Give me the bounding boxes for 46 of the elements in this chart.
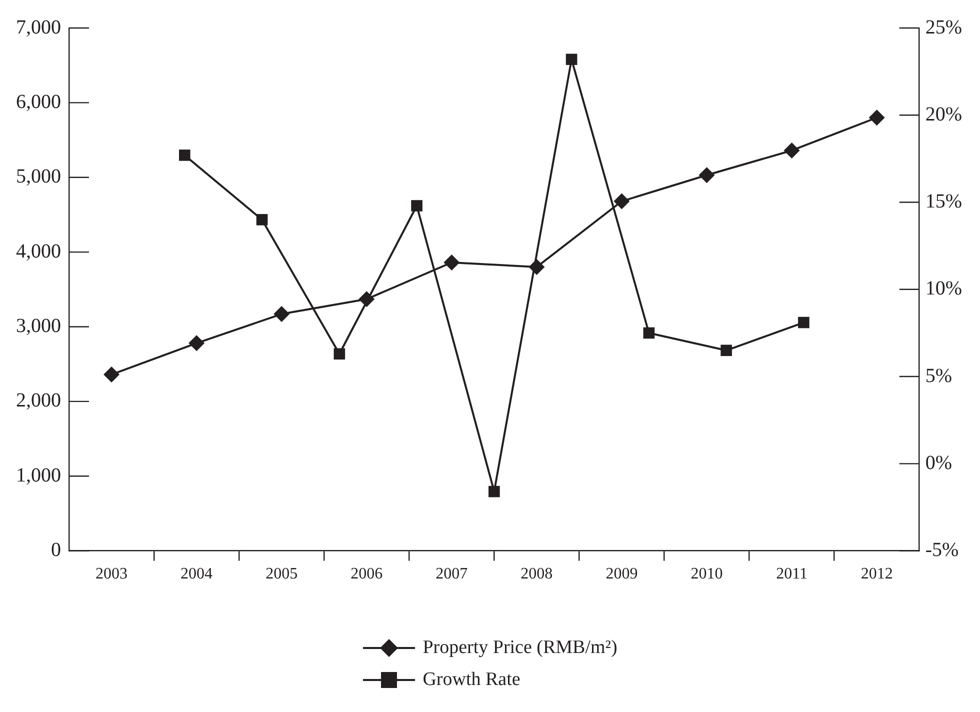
point	[528, 258, 545, 275]
point	[334, 348, 346, 360]
point	[104, 366, 120, 383]
x-tick-label: 2009	[606, 566, 638, 583]
point	[698, 167, 715, 184]
y-tick-label: 2,000	[16, 390, 61, 412]
point	[411, 200, 422, 212]
point	[566, 54, 578, 66]
x-tick-label: 2004	[180, 566, 213, 583]
x-tick-label: 2007	[436, 566, 468, 583]
y-tick-label: 7,000	[16, 16, 61, 38]
x-tick-label: 2003	[96, 566, 128, 583]
x-tick-label: 2011	[776, 566, 808, 583]
y-tick-label: 4,000	[16, 240, 61, 262]
point	[868, 110, 885, 126]
y2-tick-label: 10%	[925, 278, 962, 300]
point	[358, 291, 375, 308]
y-tick-label: 5,000	[16, 166, 61, 188]
point	[188, 335, 205, 352]
y2-tick-label: 15%	[925, 190, 962, 213]
y2-tick-label: 25%	[925, 16, 962, 38]
point	[720, 344, 732, 356]
y2-tick-label: -5%	[925, 539, 959, 562]
point	[488, 486, 500, 498]
point	[444, 254, 460, 271]
point	[643, 327, 655, 339]
y-tick-label: 0	[51, 539, 61, 562]
x-tick-label: 2005	[266, 566, 298, 583]
y-tick-label: 6,000	[16, 90, 61, 113]
point	[256, 214, 268, 226]
x-tick-label: 2008	[520, 566, 553, 583]
y-tick-label: 3,000	[16, 314, 61, 337]
point	[614, 193, 630, 210]
x-tick-label: 2006	[350, 566, 383, 583]
x-tick-label: 2012	[860, 566, 893, 583]
y-tick-label: 1,000	[16, 464, 61, 486]
legend-label: Growth Rate	[422, 669, 520, 691]
y2-tick-label: 20%	[925, 103, 962, 126]
y2-tick-label: 5%	[925, 364, 952, 387]
legend-label: Property Price (RMB/m²)	[422, 637, 618, 659]
point	[798, 316, 810, 328]
x-tick-label: 2010	[690, 566, 723, 583]
point	[784, 142, 800, 158]
point	[274, 306, 290, 322]
y2-tick-label: 0%	[925, 452, 952, 474]
point	[178, 150, 190, 161]
